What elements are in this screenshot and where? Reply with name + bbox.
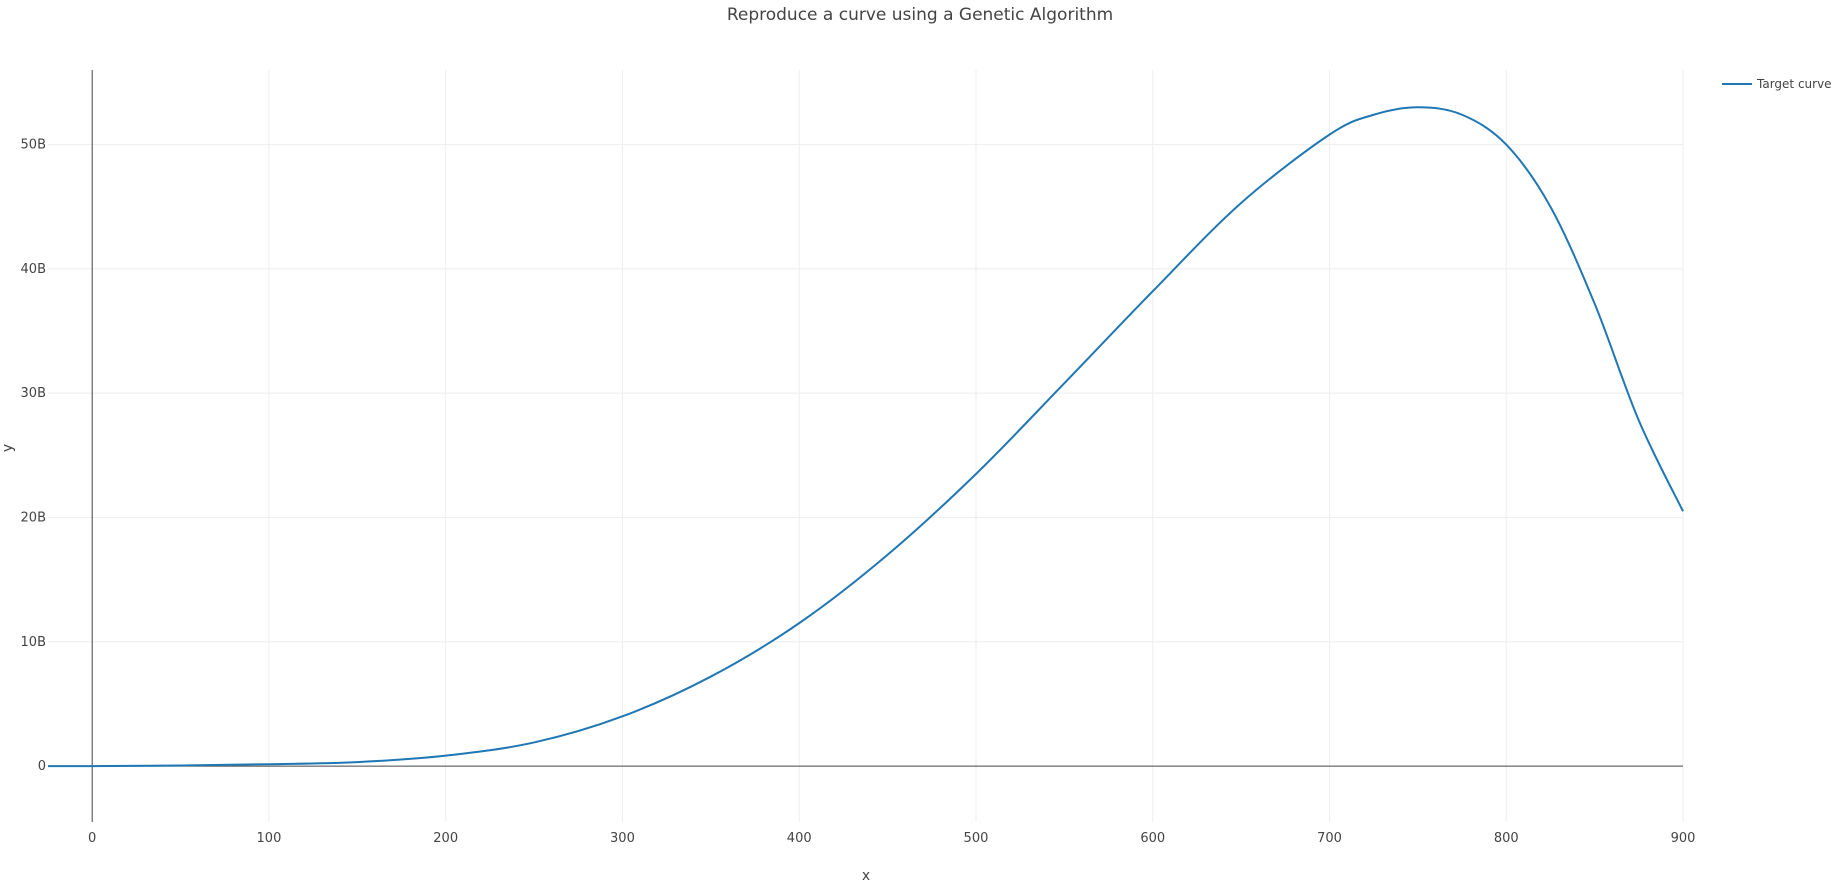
grid-layer: [48, 70, 1684, 822]
x-tick-label: 100: [257, 831, 282, 846]
x-tick-label: 900: [1671, 831, 1696, 846]
x-tick-label: 400: [787, 831, 812, 846]
y-axis-title: y: [0, 444, 16, 452]
y-tick-label: 20B: [21, 510, 46, 525]
chart-title: Reproduce a curve using a Genetic Algori…: [727, 5, 1113, 25]
x-tick-label: 300: [610, 831, 635, 846]
x-tick-label: 500: [964, 831, 989, 846]
x-tick-label: 200: [433, 831, 458, 846]
y-tick-label: 50B: [21, 138, 46, 153]
x-axis-title: x: [862, 868, 870, 884]
legend[interactable]: Target curve: [1722, 77, 1832, 91]
y-tick-label: 10B: [21, 635, 46, 650]
axis-layer: [48, 70, 1683, 822]
x-tick-label: 0: [88, 831, 96, 846]
y-tick-label: 40B: [21, 262, 46, 277]
series-line-target-curve[interactable]: [47, 106, 1684, 768]
x-tick-label: 800: [1494, 831, 1519, 846]
legend-label-target-curve[interactable]: Target curve: [1756, 77, 1832, 91]
x-tick-label: 600: [1140, 831, 1165, 846]
series-layer[interactable]: [47, 106, 1684, 768]
tick-labels: 0 100 200 300 400 500 600 700 800 900 0 10B 20B 30B 40…: [21, 138, 1696, 846]
y-tick-label: 30B: [21, 386, 46, 401]
y-tick-label: 0: [38, 759, 46, 774]
x-tick-label: 700: [1317, 831, 1342, 846]
